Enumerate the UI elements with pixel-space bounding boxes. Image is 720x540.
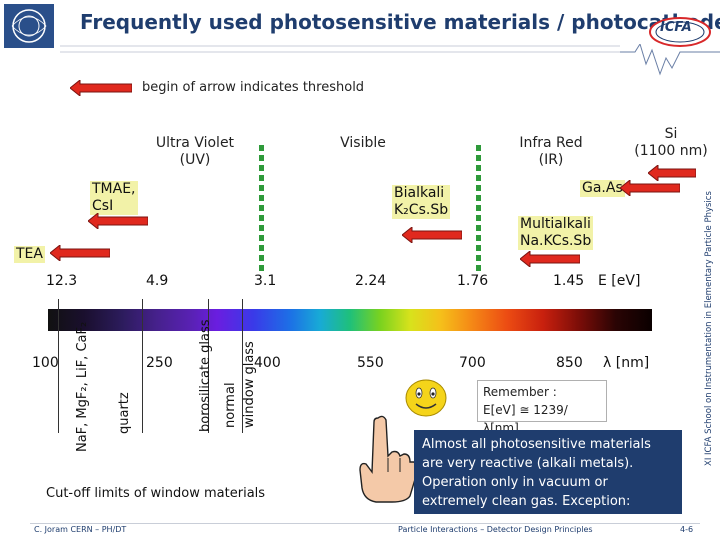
borosilicate-window-label: borosilicate glass bbox=[198, 319, 213, 432]
visible-ir-separator bbox=[476, 145, 481, 273]
energy-tick: 2.24 bbox=[355, 273, 387, 289]
legend-arrow bbox=[69, 78, 133, 100]
reactivity-note: Almost all photosensitive materials are … bbox=[414, 430, 682, 528]
footer-course: Particle Interactions – Detector Design … bbox=[398, 525, 593, 534]
bialkali-label: Bialkali K₂Cs.Sb bbox=[392, 185, 451, 219]
gaas-label: Ga.As bbox=[580, 180, 625, 197]
spectrum-bar bbox=[48, 309, 652, 331]
page-title: Frequently used photosensitive materials… bbox=[80, 10, 720, 34]
uv-region-label: Ultra Violet (UV) bbox=[155, 135, 235, 168]
wavelength-tick: 550 bbox=[357, 355, 384, 371]
footer-author: C. Joram CERN – PH/DT bbox=[34, 525, 127, 534]
wavelength-tick: 400 bbox=[254, 355, 281, 371]
si-label: Si (1100 nm) bbox=[634, 126, 708, 159]
energy-tick: 1.76 bbox=[457, 273, 489, 289]
energy-tick: 12.3 bbox=[46, 273, 78, 289]
school-side-text: XI ICFA School on Instrumentation in Ele… bbox=[704, 191, 714, 466]
smiley-icon bbox=[404, 378, 448, 422]
subtitle: begin of arrow indicates threshold bbox=[142, 80, 365, 95]
cern-logo bbox=[4, 4, 54, 48]
window-glass-label: window glass bbox=[242, 341, 257, 428]
window-cutoff-line bbox=[142, 299, 143, 433]
wavelength-tick: 100 bbox=[32, 355, 59, 371]
remember-box: Remember : E[eV] ≅ 1239/λ[nm] bbox=[477, 380, 607, 435]
wavelength-tick: 250 bbox=[146, 355, 173, 371]
icfa-logo-text: ICFA bbox=[660, 20, 692, 35]
window-cutoff-line bbox=[242, 299, 243, 433]
normal-window-label: normal bbox=[223, 382, 238, 428]
icfa-logo bbox=[648, 10, 712, 50]
window-cutoff-line bbox=[208, 299, 209, 433]
uv-visible-separator bbox=[259, 145, 264, 273]
remember-title: Remember : bbox=[483, 385, 557, 399]
header-decoration bbox=[60, 44, 720, 76]
energy-unit: E [eV] bbox=[598, 273, 641, 289]
tmae-arrow bbox=[87, 211, 149, 233]
energy-tick: 1.45 bbox=[553, 273, 585, 289]
energy-tick: 3.1 bbox=[254, 273, 277, 289]
multialkali-label: Multialkali Na.KCs.Sb bbox=[518, 216, 594, 250]
ir-region-label: Infra Red (IR) bbox=[519, 135, 583, 168]
wavelength-unit: λ [nm] bbox=[603, 355, 650, 371]
multialkali-arrow bbox=[519, 249, 581, 271]
footer-rule bbox=[30, 523, 700, 524]
footer-page-number: 4-6 bbox=[680, 525, 694, 534]
cutoff-caption: Cut-off limits of window materials bbox=[46, 486, 266, 501]
si-arrow bbox=[647, 163, 697, 185]
tmae-csi-label: TMAE, CsI bbox=[90, 181, 138, 215]
naf-window-label: NaF, MgF₂, LiF, CaF₂ bbox=[75, 321, 90, 452]
visible-region-label: Visible bbox=[340, 135, 386, 151]
bialkali-arrow bbox=[401, 225, 463, 247]
tea-label: TEA bbox=[14, 246, 45, 263]
window-cutoff-line bbox=[58, 299, 59, 433]
wavelength-tick: 850 bbox=[556, 355, 583, 371]
quartz-window-label: quartz bbox=[117, 392, 132, 434]
pointing-hand-icon bbox=[352, 414, 418, 508]
wavelength-tick: 700 bbox=[459, 355, 486, 371]
tea-arrow bbox=[49, 243, 111, 265]
energy-tick: 4.9 bbox=[146, 273, 169, 289]
